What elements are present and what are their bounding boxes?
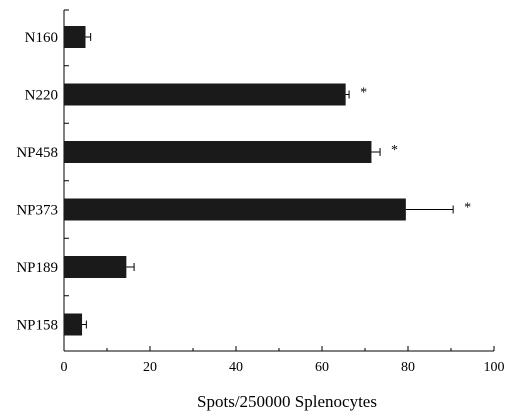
category-label: NP189 [16,260,58,276]
x-tick-label: 0 [61,360,68,375]
x-tick-label: 80 [401,360,415,375]
x-tick-label: 60 [315,360,329,375]
x-tick-label: 40 [229,360,243,375]
bar-n220 [64,83,346,106]
x-axis-label: Spots/250000 Splenocytes [197,392,377,411]
significance-marker: * [464,201,471,216]
category-label: N160 [25,30,58,46]
significance-marker: * [391,143,398,158]
category-label: NP458 [16,145,58,161]
bars: N160 N220 * NP458 * NP373 * NP189 NP158 [16,26,471,336]
significance-marker: * [360,86,367,101]
y-axis [63,9,69,351]
bar-n160 [64,26,86,48]
category-label: N220 [25,88,58,104]
x-tick-label: 100 [484,360,505,375]
bar-np458 [64,141,372,163]
bar-np158 [64,313,83,336]
category-label: NP373 [16,203,58,219]
bar-np373 [64,198,406,221]
bar-np189 [64,256,127,278]
category-label: NP158 [16,318,58,334]
x-axis: 0 20 40 60 80 100 [61,346,505,375]
x-tick-label: 20 [143,360,157,375]
